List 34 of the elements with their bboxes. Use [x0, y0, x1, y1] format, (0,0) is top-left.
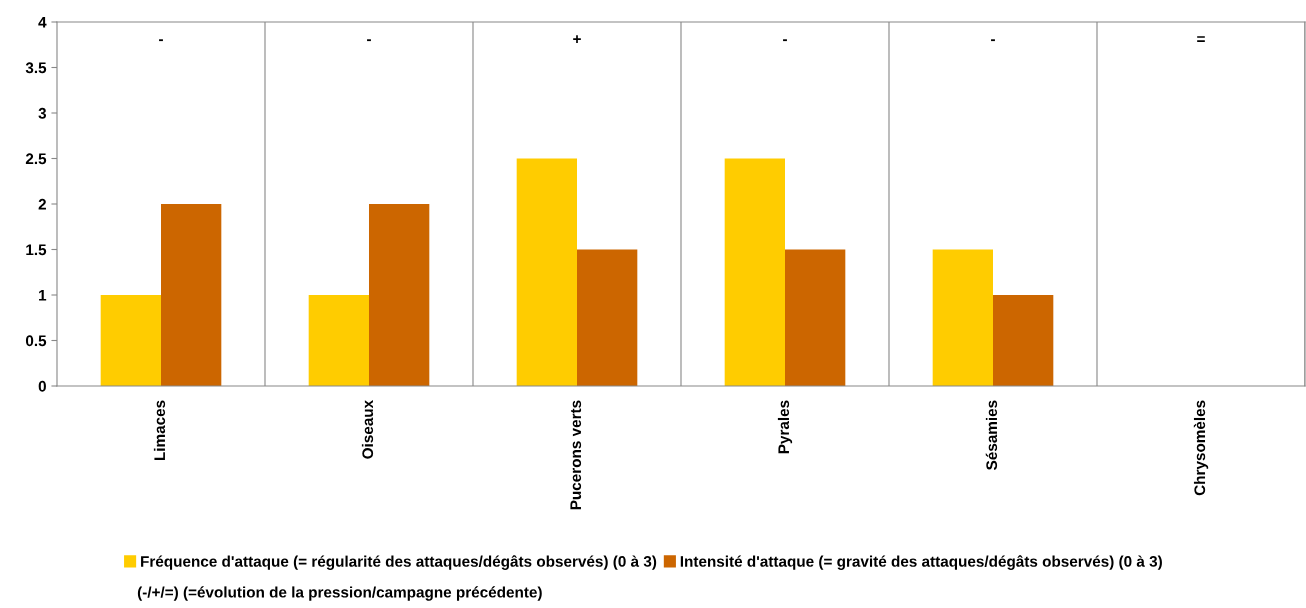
annotation: =	[1197, 36, 1205, 42]
x-tick-label: Oiseaux	[361, 399, 374, 459]
annotation: +	[573, 35, 581, 43]
legend-label: Fréquence d'attaque (= régularité des attaques/dégâts observés) (0 à 3)	[141, 555, 657, 570]
annotation: -	[159, 39, 163, 42]
bar	[369, 204, 430, 386]
y-tick-label: 1	[39, 290, 47, 301]
x-tick-label: Limaces	[153, 400, 166, 461]
y-tick-label: 2	[38, 198, 46, 210]
x-tick-label: Pucerons verts	[570, 400, 582, 510]
annotation: -	[783, 39, 787, 42]
bar	[100, 295, 161, 386]
text: (-/+/=) (=évolution de la pression/campagne précédente)	[137, 586, 542, 601]
y-tick-label: 1.5	[26, 244, 47, 256]
y-tick-label: 4	[38, 17, 47, 28]
y-tick-label: 0.5	[25, 335, 47, 347]
annotation: -	[991, 39, 995, 42]
x-tick-label: Chrysomèles	[1193, 400, 1209, 496]
y-tick-label: 2.5	[25, 153, 47, 165]
bar	[516, 158, 577, 386]
legend-label: Intensité d'attaque (= gravité des attaques/dégâts observés) (0 à 3)	[680, 555, 1162, 570]
bar	[993, 295, 1054, 386]
bar	[932, 249, 993, 386]
y-tick-label: 0	[38, 380, 46, 392]
bar	[785, 249, 846, 386]
bar	[161, 204, 222, 386]
x-tick-label: Sésamies	[985, 400, 998, 470]
annotation: -	[367, 39, 371, 42]
bar	[577, 249, 638, 386]
bar	[724, 158, 785, 386]
x-tick-label: Pyrales	[777, 400, 793, 454]
y-tick-label: 3	[38, 107, 47, 119]
y-tick-label: 3.5	[25, 62, 47, 74]
bar	[308, 295, 369, 386]
